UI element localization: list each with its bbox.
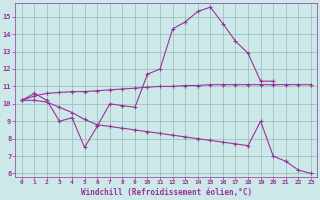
X-axis label: Windchill (Refroidissement éolien,°C): Windchill (Refroidissement éolien,°C) bbox=[81, 188, 252, 197]
